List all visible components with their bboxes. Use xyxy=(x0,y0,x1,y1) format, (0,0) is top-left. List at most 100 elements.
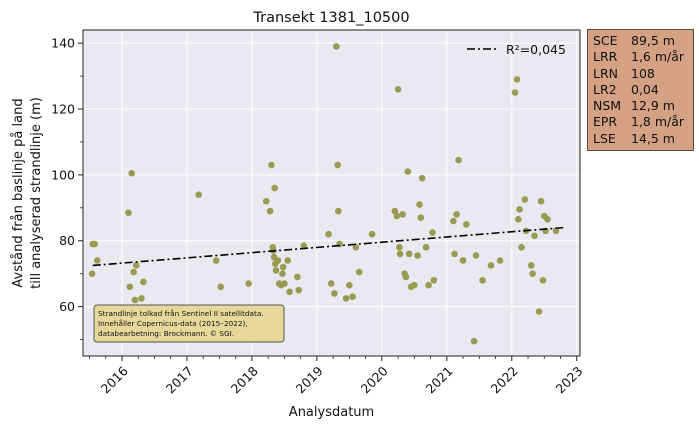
data-point xyxy=(416,201,423,208)
data-point xyxy=(327,280,335,287)
stat-value: 1,6 m/år xyxy=(631,49,685,65)
data-point xyxy=(552,227,560,235)
data-point xyxy=(217,283,225,291)
data-point xyxy=(132,262,140,269)
data-point xyxy=(91,240,98,248)
y-tick-label: 60 xyxy=(59,299,75,314)
data-point xyxy=(140,278,147,286)
plot-frame xyxy=(82,29,581,357)
data-point xyxy=(325,230,332,238)
data-point xyxy=(451,250,458,258)
source-note-line-1: Strandlinje tolkad från Sentinel II sate… xyxy=(98,309,264,318)
data-point xyxy=(511,89,519,96)
data-point xyxy=(138,295,145,302)
data-point xyxy=(212,257,220,264)
data-point xyxy=(487,262,495,269)
x-axis: 2016 2017 2018 2019 2020 2021 2022 2023 xyxy=(89,356,586,396)
data-points xyxy=(88,43,560,345)
x-tick-label: 2019 xyxy=(293,363,326,396)
data-point xyxy=(472,252,480,259)
data-point xyxy=(422,244,430,251)
data-point xyxy=(262,197,270,205)
data-point xyxy=(537,197,545,205)
stat-value: 12,9 m xyxy=(631,98,675,114)
trend-line xyxy=(92,226,564,267)
data-point xyxy=(195,191,202,198)
data-point xyxy=(539,276,547,284)
stat-key: LSE xyxy=(593,130,616,146)
stat-key: SCE xyxy=(593,33,618,48)
data-point xyxy=(393,212,401,220)
stat-row: LR2 0,04 xyxy=(593,82,689,98)
stat-row: EPR 1,8 m/år xyxy=(593,114,689,130)
stat-row: SCE 89,5 m xyxy=(593,33,689,49)
data-point xyxy=(130,268,137,276)
data-point xyxy=(453,211,460,218)
data-point xyxy=(429,229,436,236)
data-point xyxy=(131,296,139,304)
data-point xyxy=(535,308,543,315)
data-point xyxy=(513,76,521,83)
x-tick-label: 2018 xyxy=(228,363,261,396)
y-tick-label: 100 xyxy=(51,167,75,182)
y-tick-label: 120 xyxy=(51,102,75,117)
source-note-line-3: databearbetning: Brockmann. © SGI. xyxy=(98,329,234,338)
stat-key: LR2 xyxy=(593,81,617,97)
x-tick-label: 2023 xyxy=(553,363,586,396)
source-note-box xyxy=(93,304,285,343)
data-point xyxy=(394,85,402,93)
data-point xyxy=(88,270,96,277)
data-point xyxy=(521,196,529,203)
y-tick-label: 140 xyxy=(51,36,75,51)
stat-value: 0,04 xyxy=(631,81,659,97)
data-point xyxy=(274,257,282,264)
data-point xyxy=(531,232,538,240)
data-point xyxy=(414,252,421,259)
data-point xyxy=(331,290,338,297)
data-point xyxy=(544,216,551,223)
data-point xyxy=(286,288,293,296)
y-axis: 60 80 100 120 140 xyxy=(51,36,83,340)
stat-row: NSM 12,9 m xyxy=(593,98,689,114)
x-tick-label: 2020 xyxy=(358,363,391,396)
data-point xyxy=(284,257,291,264)
data-point xyxy=(349,293,356,301)
data-point xyxy=(334,161,341,169)
source-note-line-2: Innehåller Copernicus-data (2015–2022), xyxy=(98,319,248,328)
data-point xyxy=(342,295,350,302)
chart-title: Transekt 1381_10500 xyxy=(252,10,409,26)
data-point xyxy=(295,286,302,294)
stat-key: EPR xyxy=(593,114,618,130)
data-point xyxy=(402,273,410,281)
x-axis-label: Analysdatum xyxy=(289,405,374,420)
stat-key: NSM xyxy=(593,98,622,114)
data-point xyxy=(333,43,340,50)
data-point xyxy=(479,276,486,284)
data-point xyxy=(470,337,478,345)
data-point xyxy=(518,244,525,251)
stat-value: 1,8 m/år xyxy=(631,114,685,130)
data-point xyxy=(279,270,286,277)
data-point xyxy=(396,250,404,258)
data-point xyxy=(128,169,136,177)
data-point xyxy=(514,216,522,223)
y-axis-label-line-1: Avstånd från baslinje på land xyxy=(11,98,26,287)
data-point xyxy=(245,280,252,287)
data-point xyxy=(425,281,432,289)
y-tick-label: 80 xyxy=(59,233,75,248)
stat-value: 108 xyxy=(631,65,655,81)
data-point xyxy=(527,262,535,269)
data-point xyxy=(271,184,278,192)
data-point xyxy=(411,281,418,289)
legend: R²=0,045 xyxy=(467,42,566,57)
data-point xyxy=(450,217,457,225)
data-point xyxy=(281,280,288,287)
data-point xyxy=(455,156,462,164)
statistics-box: SCE 89,5 m LRR 1,6 m/år LRN 108 LR2 0,04 NSM… xyxy=(587,29,694,152)
data-point xyxy=(516,206,523,213)
data-point xyxy=(346,281,353,289)
x-tick-label: 2021 xyxy=(423,363,456,396)
data-point xyxy=(268,161,275,169)
data-point xyxy=(126,283,134,291)
stat-value: 14,5 m xyxy=(631,130,675,146)
